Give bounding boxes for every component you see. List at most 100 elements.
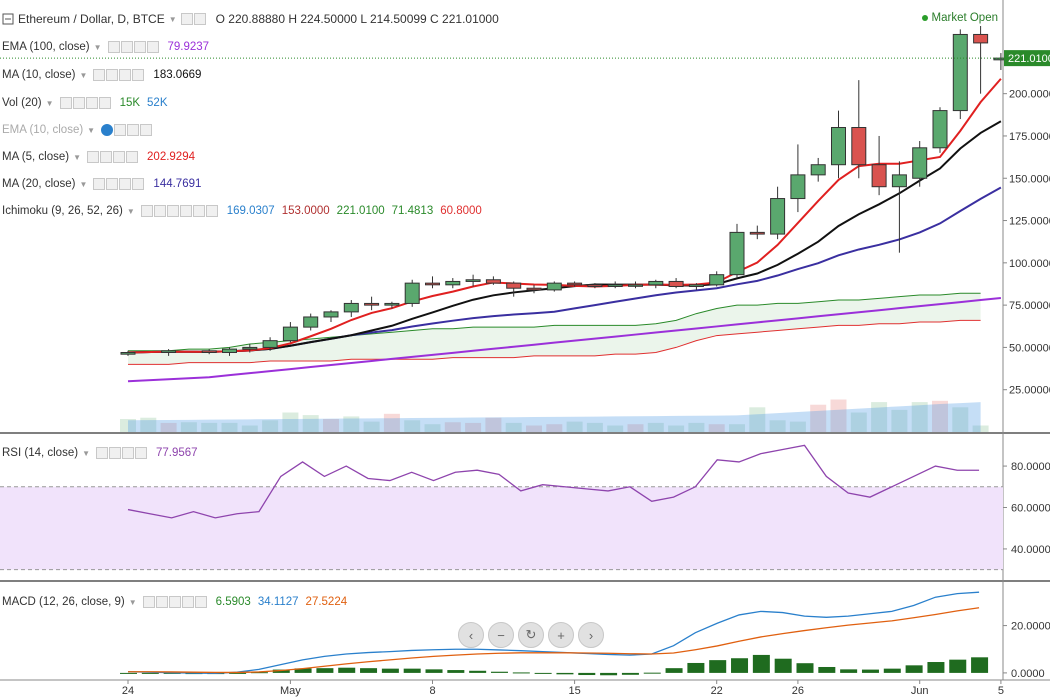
indicator-row[interactable]: EMA (10, close) ▼: [2, 122, 154, 138]
chevron-down-icon[interactable]: ▼: [45, 98, 54, 108]
macd-hist-bar: [338, 667, 356, 673]
indicator-row[interactable]: MA (20, close) ▼ 144.7691: [2, 176, 201, 192]
indicator-value: 79.9237: [167, 41, 210, 53]
volume-bar: [526, 425, 542, 432]
scroll-right-button[interactable]: ›: [578, 622, 604, 648]
rsi-buttons[interactable]: [95, 447, 147, 459]
volume-bar: [201, 422, 218, 432]
macd-tick-label: 0.0000: [1011, 668, 1045, 680]
indicator-buttons[interactable]: [101, 124, 153, 136]
volume-bar: [627, 424, 644, 432]
candle-body: [648, 280, 664, 286]
volume-bar: [789, 421, 806, 432]
candle-body: [546, 282, 562, 291]
volume-bar: [465, 422, 482, 432]
chevron-down-icon[interactable]: ▼: [79, 179, 88, 189]
volume-bar: [160, 422, 177, 432]
candle-body: [262, 340, 278, 348]
volume-bar: [749, 407, 766, 432]
macd-hist-bar: [534, 672, 552, 674]
volume-bar: [343, 416, 360, 432]
candle-body: [973, 33, 989, 44]
symbol-title[interactable]: Ethereum / Dollar, D, BTCE: [18, 12, 165, 26]
indicator-row[interactable]: EMA (100, close) ▼ 79.9237: [2, 39, 209, 55]
chevron-down-icon[interactable]: ▼: [82, 448, 90, 458]
scroll-left-button[interactable]: ‹: [458, 622, 484, 648]
indicator-row[interactable]: Vol (20) ▼ 15K 52K: [2, 95, 168, 111]
rsi-line: [127, 444, 980, 519]
indicator-buttons[interactable]: [107, 41, 159, 53]
chevron-down-icon[interactable]: ▼: [87, 125, 96, 135]
reset-button[interactable]: ↻: [518, 622, 544, 648]
indicator-row[interactable]: MA (5, close) ▼ 202.9294: [2, 149, 195, 165]
macd-hist-bar: [272, 669, 290, 673]
indicator-label: MA (10, close): [2, 69, 76, 81]
indicator-value: 153.0000: [281, 205, 330, 217]
ichimoku-cloud: [128, 293, 981, 365]
macd-hist-bar: [752, 654, 770, 673]
volume-bar: [769, 420, 786, 432]
macd-hist-bar: [469, 670, 487, 673]
indicator-label: MA (20, close): [2, 178, 76, 190]
macd-hist-bar: [731, 658, 749, 673]
volume-bar: [932, 400, 948, 432]
market-status: Market Open: [921, 12, 998, 24]
indicator-buttons[interactable]: [59, 97, 111, 109]
macd-signal-value: 27.5224: [305, 596, 348, 608]
macd-hist-bar: [883, 668, 901, 673]
ma-5-line: [127, 78, 1002, 354]
candle-body: [749, 231, 765, 235]
indicator-value: 221.0100: [336, 205, 385, 217]
candle-body: [871, 164, 887, 188]
indicator-value: 169.0307: [226, 205, 275, 217]
candle-body: [445, 280, 461, 286]
indicator-row[interactable]: Ichimoku (9, 26, 52, 26) ▼ 169.0307 153.000…: [2, 203, 482, 219]
rsi-legend[interactable]: RSI (14, close) ▼ 77.9567: [2, 445, 198, 461]
volume-bar: [241, 425, 258, 432]
indicator-buttons[interactable]: [93, 178, 145, 190]
indicator-buttons[interactable]: [87, 151, 139, 163]
volume-bar: [140, 417, 157, 432]
volume-bar: [302, 415, 319, 432]
candle-body: [485, 279, 501, 284]
volume-bar: [972, 425, 989, 432]
indicator-row[interactable]: MA (10, close) ▼ 183.0669: [2, 67, 201, 83]
volume-bar: [424, 424, 441, 432]
chevron-down-icon[interactable]: ▼: [126, 206, 135, 216]
symbol-buttons[interactable]: [180, 13, 206, 25]
rsi-band: [0, 486, 1003, 570]
zoom-in-button[interactable]: +: [548, 622, 574, 648]
macd-legend[interactable]: MACD (12, 26, close, 9) ▼ 6.5903 34.1127…: [2, 594, 347, 610]
volume-bar: [850, 412, 867, 432]
candle-body: [343, 302, 359, 313]
chevron-down-icon[interactable]: ▼: [168, 14, 177, 24]
macd-hist-bar: [403, 668, 421, 673]
macd-buttons[interactable]: [142, 596, 207, 608]
macd-hist-bar: [818, 666, 836, 673]
macd-signal-line: [128, 607, 980, 674]
macd-hist-bar: [600, 672, 618, 676]
volume-bar: [505, 422, 522, 432]
macd-label: MACD (12, 26, close, 9): [2, 596, 125, 608]
candle-body: [567, 282, 583, 286]
indicator-label: Ichimoku (9, 26, 52, 26): [2, 205, 123, 217]
candle-body: [161, 350, 177, 353]
volume-bar: [668, 425, 685, 432]
macd-hist-bar: [250, 672, 268, 674]
volume-bar: [363, 421, 380, 432]
chevron-down-icon[interactable]: ▼: [93, 42, 102, 52]
zoom-out-button[interactable]: −: [488, 622, 514, 648]
indicator-buttons[interactable]: [93, 69, 145, 81]
indicator-value: 71.4813: [391, 205, 434, 217]
chevron-down-icon[interactable]: ▼: [79, 70, 88, 80]
macd-hist-bar: [229, 672, 247, 674]
chevron-down-icon[interactable]: ▼: [128, 597, 137, 607]
candle-body: [323, 311, 339, 318]
collapse-icon[interactable]: [2, 13, 14, 25]
chevron-down-icon[interactable]: ▼: [73, 152, 82, 162]
macd-hist-bar: [425, 669, 443, 673]
indicator-buttons[interactable]: [140, 205, 218, 217]
candle-body: [384, 302, 400, 306]
